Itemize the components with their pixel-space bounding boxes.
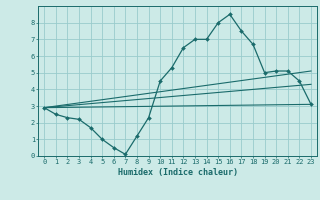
X-axis label: Humidex (Indice chaleur): Humidex (Indice chaleur)	[118, 168, 238, 177]
